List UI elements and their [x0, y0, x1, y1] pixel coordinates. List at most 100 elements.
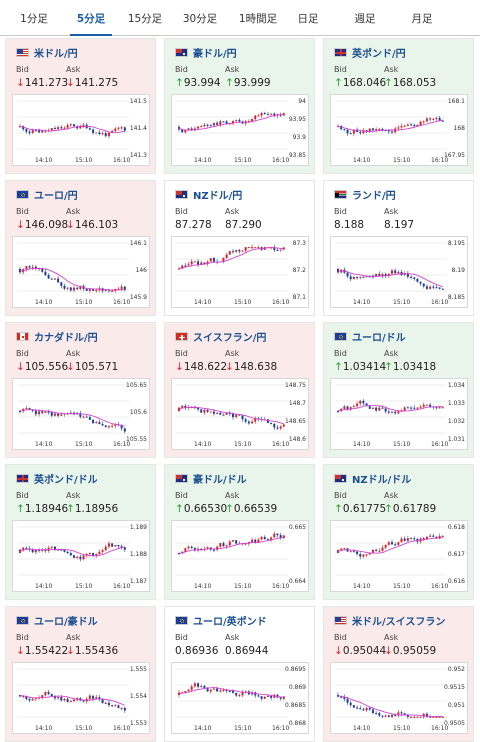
rate-card[interactable]: スイスフラン/円 Bid Ask ↓148.622 ↓148.638 148.75 148.…: [164, 322, 315, 458]
x-tick-label: 16:10: [431, 725, 449, 732]
pair-link[interactable]: 英ポンド/ドル: [34, 474, 98, 486]
candle-body: [206, 688, 209, 692]
pair-link[interactable]: NZドル/ドル: [352, 474, 412, 486]
x-tick-label: 15:10: [393, 583, 411, 590]
tab-4[interactable]: 1時間足: [238, 13, 278, 25]
pair-link[interactable]: ランド/円: [352, 190, 396, 202]
pair-link[interactable]: 豪ドル/ドル: [193, 474, 247, 486]
candle-body: [178, 553, 180, 554]
tab-1[interactable]: 5分足: [70, 0, 112, 36]
ask-value: ↓141.275: [66, 77, 118, 89]
candle-body: [225, 254, 228, 258]
pair-link[interactable]: カナダドル/円: [34, 332, 98, 344]
y-tick-label: 105.6: [129, 409, 147, 416]
rate-card[interactable]: ランド/円 Bid Ask 8.188 8.197 8.195 8.19 8.185 14:10…: [323, 180, 474, 316]
rate-card[interactable]: ユーロ/英ポンド Bid Ask 0.86936 0.86944 0.8695 0.869 0…: [164, 606, 315, 742]
pair-link[interactable]: NZドル/円: [193, 190, 243, 202]
tab-7[interactable]: 月足: [411, 13, 433, 25]
candlestick-chart[interactable]: 105.65 105.6 105.55 14:10 15:10 16:10: [12, 378, 150, 450]
candle-body: [41, 549, 44, 551]
tab-3[interactable]: 30分足: [182, 13, 218, 25]
ask-label: Ask: [66, 633, 81, 642]
candle-body: [349, 702, 352, 706]
tab-0[interactable]: 1分足: [20, 13, 48, 25]
tab-5[interactable]: 日足: [297, 13, 319, 25]
candle-body: [200, 262, 203, 265]
candlestick-chart[interactable]: 1.555 1.554 1.553 14:10 15:10 16:10: [12, 662, 150, 734]
candle-body: [228, 541, 231, 546]
candle-body: [362, 709, 365, 711]
candle-body: [263, 696, 266, 699]
pair-link[interactable]: ユーロ/豪ドル: [34, 616, 98, 628]
candle-body: [413, 407, 416, 409]
candle-body: [184, 691, 187, 693]
rate-card[interactable]: 米ドル/スイスフラン Bid Ask ↓0.95044 ↓0.95059 0.952 0.9…: [323, 606, 474, 742]
candle-body: [73, 555, 75, 558]
candlestick-chart[interactable]: 1.034 1.033 1.032 1.031 14:10 15:10 16:10: [330, 378, 468, 450]
rate-card[interactable]: 米ドル/円 Bid Ask ↓141.273 ↓141.275 141.5 141.4 141…: [5, 38, 156, 174]
candle-body: [228, 413, 231, 415]
pair-link[interactable]: ユーロ/英ポンド: [193, 616, 267, 628]
rate-card[interactable]: 豪ドル/ドル Bid Ask ↑0.66530 ↑0.66539 0.665 0.664 14…: [164, 464, 315, 600]
pair-link[interactable]: 英ポンド/円: [352, 48, 406, 60]
nz-flag-icon: [334, 473, 347, 483]
pair-link[interactable]: 米ドル/円: [34, 48, 78, 60]
candle-body: [368, 275, 371, 277]
candle-body: [34, 549, 37, 553]
candlestick-chart[interactable]: 0.8695 0.869 0.8685 0.868 14:10 15:10 16:10: [171, 662, 309, 734]
candle-body: [346, 129, 349, 134]
candle-body: [263, 536, 266, 540]
candlestick-chart[interactable]: 87.3 87.2 87.1 14:10 15:10 16:10: [171, 236, 309, 308]
pair-link[interactable]: ユーロ/ドル: [352, 332, 406, 344]
pair-link[interactable]: スイスフラン/円: [193, 332, 267, 344]
candlestick-chart[interactable]: 0.618 0.617 0.616 14:10 15:10 16:10: [330, 520, 468, 592]
tab-2[interactable]: 15分足: [127, 13, 163, 25]
candle-body: [31, 549, 34, 553]
rate-card[interactable]: ユーロ/豪ドル Bid Ask ↓1.55422 ↓1.55436 1.555 1.554 1…: [5, 606, 156, 742]
ask-price: 168.053: [392, 77, 437, 89]
pair-link[interactable]: 米ドル/スイスフラン: [352, 616, 446, 628]
rate-card[interactable]: NZドル/円 Bid Ask 87.278 87.290 87.3 87.2 87.1 14:1…: [164, 180, 315, 316]
candle-body: [238, 695, 241, 697]
candlestick-chart[interactable]: 146.1 146 145.9 14:10 15:10 16:10: [12, 236, 150, 308]
rate-card[interactable]: 英ポンド/円 Bid Ask ↑168.046 ↑168.053 168.1 168 167.…: [323, 38, 474, 174]
tab-6[interactable]: 週足: [354, 13, 376, 25]
rate-card[interactable]: NZドル/ドル Bid Ask ↑0.61775 ↑0.61789 0.618 0.617 0…: [323, 464, 474, 600]
bid-price: 168.046: [342, 77, 387, 89]
gb-flag-icon: [16, 473, 29, 483]
candle-body: [375, 129, 378, 131]
candlestick-chart[interactable]: 0.665 0.664 14:10 15:10 16:10: [171, 520, 309, 592]
moving-average-line: [178, 536, 284, 554]
candle-body: [441, 716, 444, 718]
candle-body: [63, 127, 66, 129]
candlestick-chart[interactable]: 148.75 148.7 148.65 148.6 14:10 15:10 16:10: [171, 378, 309, 450]
rate-card[interactable]: 英ポンド/ドル Bid Ask ↑1.18946 ↑1.18956 1.189 1.188 1…: [5, 464, 156, 600]
candlestick-chart[interactable]: 168.1 168 167.95 14:10 15:10 16:10: [330, 94, 468, 166]
candle-body: [60, 549, 63, 551]
candle-body: [391, 131, 393, 133]
candle-body: [419, 281, 422, 284]
rate-card[interactable]: カナダドル/円 Bid Ask ↓105.556 ↓105.571 105.65 105.6…: [5, 322, 156, 458]
pair-link[interactable]: 豪ドル/円: [193, 48, 237, 60]
candlestick-chart[interactable]: 8.195 8.19 8.185 14:10 15:10 16:10: [330, 236, 468, 308]
candle-body: [359, 708, 362, 710]
y-tick-label: 93.95: [288, 116, 306, 123]
x-tick-label: 15:10: [393, 441, 411, 448]
candlestick-chart[interactable]: 0.952 0.9515 0.951 0.9505 14:10 15:10 16:10: [330, 662, 468, 734]
candlestick-chart[interactable]: 1.189 1.188 1.187 14:10 15:10 16:10: [12, 520, 150, 592]
candle-body: [190, 546, 193, 549]
candle-body: [184, 265, 187, 267]
rate-card[interactable]: 豪ドル/円 Bid Ask ↑93.994 ↑93.999 94 93.95 93.9 93.8…: [164, 38, 315, 174]
candle-body: [257, 247, 260, 249]
candle-body: [212, 688, 215, 690]
candle-body: [107, 132, 110, 137]
candlestick-chart[interactable]: 94 93.95 93.9 93.85 14:10 15:10 16:10: [171, 94, 309, 166]
candle-body: [232, 413, 234, 418]
rate-card[interactable]: ユーロ/円 Bid Ask ↓146.098 ↓146.103 146.1 146 145.9…: [5, 180, 156, 316]
candle-body: [406, 407, 409, 409]
candlestick-chart[interactable]: 141.5 141.4 141.3 14:10 15:10 16:10: [12, 94, 150, 166]
y-tick-label: 1.555: [129, 666, 147, 673]
pair-link[interactable]: ユーロ/円: [34, 190, 78, 202]
candle-body: [397, 542, 400, 545]
rate-card[interactable]: ユーロ/ドル Bid Ask ↑1.03414 ↑1.03418 1.034 1.033 1.…: [323, 322, 474, 458]
